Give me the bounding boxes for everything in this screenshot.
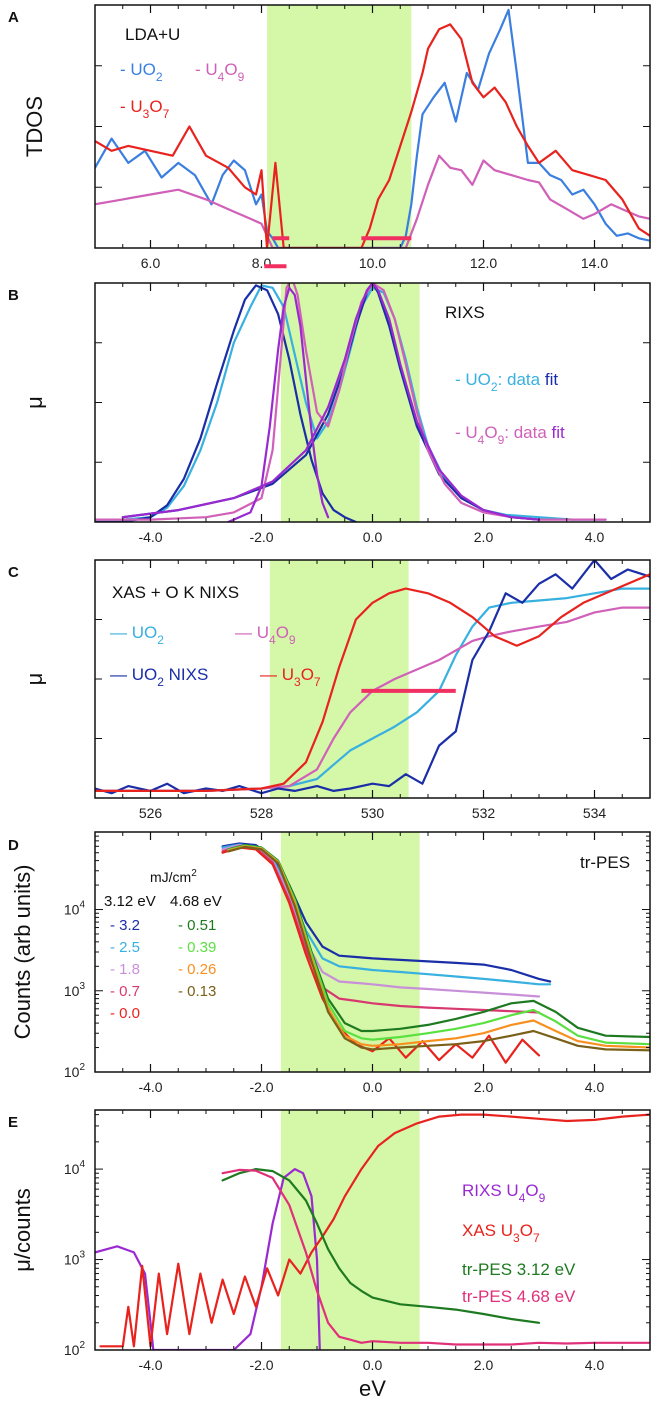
series-line-3 xyxy=(95,283,607,521)
x-tick-label: 0.0 xyxy=(363,1357,383,1373)
y-axis-label: TDOS xyxy=(22,96,47,157)
highlight-band xyxy=(280,1110,420,1350)
legend-entry: tr-PES 4.68 eV xyxy=(462,1287,576,1306)
series-line-0 xyxy=(95,8,650,248)
series-line-3 xyxy=(221,845,541,1014)
legend-entry: — U4O9 xyxy=(235,623,296,647)
y-axis-label: μ xyxy=(22,673,47,686)
x-tick-label: 2.0 xyxy=(474,1079,494,1095)
x-tick-label: 8.0 xyxy=(252,255,272,271)
x-tick-label: 2.0 xyxy=(474,1357,494,1373)
series-line-1 xyxy=(95,606,650,793)
panel-b: -4.0 -2.0 0.0 2.0 4.0 Bμ RIXS - UO2: data fit - … xyxy=(8,264,651,545)
series-line-1 xyxy=(95,284,357,522)
x-tick-label: 526 xyxy=(139,805,163,821)
panel-letter: C xyxy=(8,564,19,581)
panel-a: 6.0 8.0 10.0 12.0 14.0 A TDOS LDA+U - UO2 - U4O9 -… xyxy=(8,4,651,271)
x-tick-label: 4.0 xyxy=(585,1079,605,1095)
x-tick-label: -2.0 xyxy=(249,1079,273,1095)
series-line-8 xyxy=(227,845,650,1052)
legend-entry: - 0.26 xyxy=(178,961,216,978)
panel-letter: A xyxy=(8,9,19,26)
series-line-3 xyxy=(221,1168,650,1346)
x-tick-label: 530 xyxy=(361,805,385,821)
legend-entry: - 2.5 xyxy=(110,939,140,956)
legend-entry: XAS U3O7 xyxy=(462,1221,540,1245)
panel-letter: D xyxy=(8,837,19,854)
panel-letter: B xyxy=(8,287,19,304)
legend-entry: - U4O9: data fit xyxy=(455,423,565,447)
x-tick-label: 534 xyxy=(583,805,607,821)
series-line-0 xyxy=(95,1167,321,1350)
unit-label: mJ/cm2 xyxy=(150,868,197,885)
annotation-text: tr-PES xyxy=(580,853,630,872)
legend-entry: - UO2 xyxy=(120,60,163,84)
panel-e: -4.0 -2.0 0.0 2.0 4.0 102 103 104 Eμ/counts eV RIX… xyxy=(8,1109,651,1401)
legend-entry: - 0.13 xyxy=(178,983,216,1000)
annotation-text: XAS + O K NIXS xyxy=(112,583,239,602)
x-tick-label: 528 xyxy=(250,805,274,821)
highlight-band xyxy=(267,5,412,248)
legend-entry: - 3.2 xyxy=(110,917,140,934)
y-tick-label: 103 xyxy=(64,981,86,999)
legend-entry: — UO2 xyxy=(110,623,164,647)
legend-entry: — UO2 NIXS xyxy=(110,665,208,689)
column-header: 4.68 eV xyxy=(170,893,222,910)
y-tick-label: 102 xyxy=(64,1062,86,1080)
x-axis-label: eV xyxy=(359,1376,386,1401)
legend-entry: - U3O7 xyxy=(120,97,170,121)
x-tick-label: -4.0 xyxy=(138,1357,162,1373)
x-tick-label: 14.0 xyxy=(581,255,608,271)
series-line-2 xyxy=(121,283,541,521)
legend-entry: - 0.0 xyxy=(110,1005,140,1022)
legend-entry: - 0.7 xyxy=(110,983,140,1000)
legend-entry: - U4O9 xyxy=(195,60,245,84)
x-tick-label: 2.0 xyxy=(474,529,494,545)
y-axis-label: Counts (arb units) xyxy=(10,865,35,1040)
annotation-text: LDA+U xyxy=(125,25,180,44)
legend-entry: RIXS U4O9 xyxy=(462,1181,546,1205)
x-tick-label: 4.0 xyxy=(585,1357,605,1373)
series-line-5 xyxy=(121,283,541,521)
x-tick-label: 10.0 xyxy=(359,255,386,271)
x-tick-label: -2.0 xyxy=(249,1357,273,1373)
series-line-1 xyxy=(95,154,650,248)
y-tick-label: 102 xyxy=(64,1340,86,1358)
x-tick-label: 0.0 xyxy=(363,1079,383,1095)
x-tick-label: 12.0 xyxy=(470,255,497,271)
y-axis-label: μ xyxy=(22,396,47,409)
x-tick-label: 4.0 xyxy=(585,529,605,545)
x-tick-label: 532 xyxy=(472,805,496,821)
legend-entry: - 0.39 xyxy=(178,939,216,956)
x-tick-label: -2.0 xyxy=(249,529,273,545)
series-line-2 xyxy=(95,560,650,795)
x-tick-label: -4.0 xyxy=(138,1079,162,1095)
legend-entry: - 0.51 xyxy=(178,917,216,934)
column-header: 3.12 eV xyxy=(104,893,156,910)
legend-entry: — U3O7 xyxy=(260,665,321,689)
legend-entry: - 1.8 xyxy=(110,961,140,978)
y-tick-label: 104 xyxy=(64,900,86,918)
series-line-2 xyxy=(95,23,650,248)
panel-c: 526 528 530 532 534 Cμ XAS + O K NIXS — UO2 — U4… xyxy=(8,559,651,821)
annotation-text: RIXS xyxy=(445,303,485,322)
legend-entry: - UO2: data fit xyxy=(455,370,558,394)
x-tick-label: -4.0 xyxy=(138,529,162,545)
series-line-3 xyxy=(95,573,650,793)
y-tick-label: 104 xyxy=(64,1159,86,1177)
y-tick-label: 103 xyxy=(64,1250,86,1268)
series-line-4 xyxy=(227,286,330,522)
highlight-band xyxy=(269,560,409,798)
x-tick-label: 0.0 xyxy=(363,529,383,545)
highlight-band xyxy=(280,832,420,1072)
panel-letter: E xyxy=(8,1114,18,1131)
legend-entry: tr-PES 3.12 eV xyxy=(462,1260,576,1279)
panel-d: -4.0 -2.0 0.0 2.0 4.0 102 103 104 D Counts (arb u… xyxy=(8,831,651,1095)
y-axis-label: μ/counts xyxy=(10,1188,35,1272)
x-tick-label: 6.0 xyxy=(141,255,161,271)
series-line-2 xyxy=(221,1167,541,1324)
